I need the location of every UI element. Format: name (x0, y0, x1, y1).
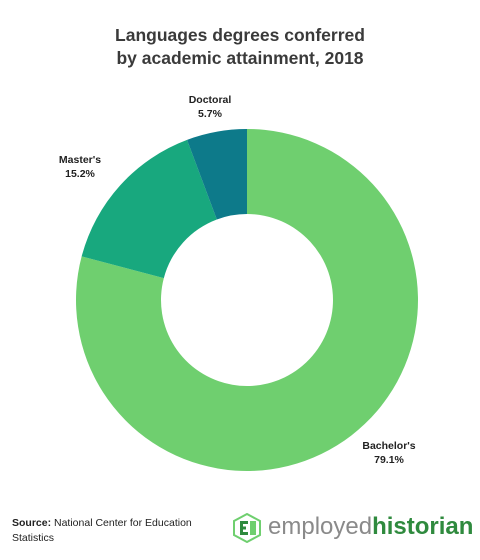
slice-bachelors (76, 129, 418, 472)
source-label: Source: (12, 517, 52, 529)
slice-value-bachelors: 79.1% (374, 454, 404, 466)
donut-chart: Bachelor's 79.1% Master's 15.2% Doctoral 5.7% (59, 94, 418, 472)
slice-label-masters: Master's (59, 154, 101, 166)
source-note: Source: National Center for Education St… (12, 516, 232, 546)
chart-title: Languages degrees conferred by academic … (0, 24, 480, 70)
eh-monogram-icon (233, 513, 261, 543)
slice-masters (81, 139, 217, 279)
logo-word-employed: employed (268, 513, 373, 540)
slice-value-doctoral: 5.7% (198, 108, 223, 120)
logo-wordmark: employedhistorian (268, 512, 473, 542)
brand-logo: employedhistorian (232, 508, 473, 548)
logo-word-historian: historian (372, 513, 474, 540)
chart-title-line-1: Languages degrees conferred (115, 25, 365, 45)
chart-title-line-2: by academic attainment, 2018 (116, 48, 364, 68)
slice-label-doctoral: Doctoral (189, 94, 232, 106)
slice-value-masters: 15.2% (65, 168, 95, 180)
slice-label-bachelors: Bachelor's (362, 440, 415, 452)
slice-doctoral (187, 129, 247, 220)
source-text: National Center for Education Statistics (12, 517, 192, 544)
